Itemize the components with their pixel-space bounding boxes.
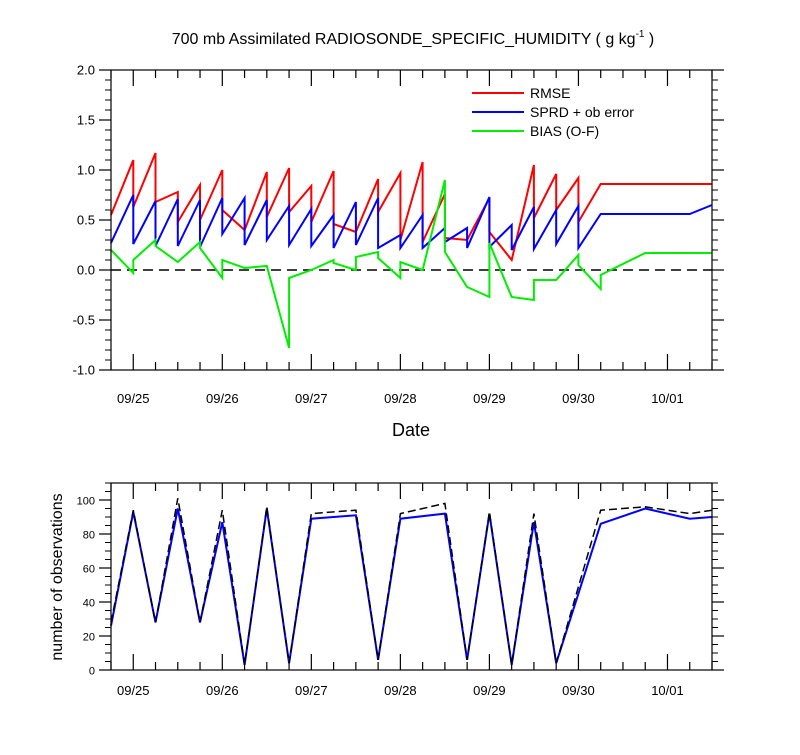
- y-tick-label: -1.0: [73, 363, 95, 378]
- x-tick-label: 09/27: [295, 683, 328, 698]
- legend-label: RMSE: [530, 85, 570, 101]
- y-tick-label: -0.5: [73, 313, 95, 328]
- y-axis-label-observations: number of observations: [49, 493, 66, 660]
- x-tick-label: 10/01: [651, 683, 684, 698]
- x-tick-label: 09/29: [473, 391, 506, 406]
- top-y-tick-labels: 2.0 1.5 1.0 0.5 0.0 -0.5 -1.0: [73, 63, 95, 378]
- x-tick-label: 09/26: [206, 391, 239, 406]
- x-tick-label: 10/01: [651, 391, 684, 406]
- y-tick-label: 40: [83, 598, 95, 610]
- legend: RMSE SPRD + ob error BIAS (O-F): [472, 85, 634, 139]
- top-series-group: [110, 152, 713, 349]
- bottom-y-tick-labels: 100 80 60 40 20 0: [77, 496, 95, 678]
- x-tick-label: 09/28: [384, 683, 417, 698]
- bottom-plot-frame: [110, 482, 713, 671]
- x-tick-label: 09/25: [117, 391, 150, 406]
- x-axis-label: Date: [392, 420, 430, 440]
- y-tick-label: 80: [83, 530, 95, 542]
- bottom-x-tick-labels: 09/25 09/26 09/27 09/28 09/29 09/30 10/01: [117, 683, 684, 698]
- y-tick-label: 0.5: [77, 213, 95, 228]
- chart-title: 700 mb Assimilated RADIOSONDE_SPECIFIC_H…: [172, 29, 655, 48]
- legend-label: BIAS (O-F): [530, 123, 599, 139]
- bottom-axis-ticks: [99, 482, 724, 671]
- series-line-bias-o-f-: [110, 179, 712, 349]
- top-x-tick-labels: 09/25 09/26 09/27 09/28 09/29 09/30 10/01: [117, 391, 684, 406]
- y-tick-label: 100: [77, 496, 95, 508]
- x-tick-label: 09/26: [206, 683, 239, 698]
- y-tick-label: 2.0: [77, 63, 95, 78]
- bottom-series-group: [110, 498, 713, 666]
- x-tick-label: 09/25: [117, 683, 150, 698]
- top-plot-frame: [110, 69, 713, 371]
- top-axis-ticks: [99, 69, 724, 371]
- series-line-assimilated: [110, 507, 713, 666]
- y-tick-label: 0.0: [77, 263, 95, 278]
- top-panel: 2.01.51.00.50.0-0.5-1.0 09/25 09/26 09/27 0…: [73, 63, 724, 440]
- x-tick-label: 09/27: [295, 391, 328, 406]
- series-line-possible: [110, 498, 713, 666]
- y-tick-label: 20: [83, 632, 95, 644]
- legend-label: SPRD + ob error: [530, 104, 634, 120]
- x-tick-label: 09/28: [384, 391, 417, 406]
- x-tick-label: 09/30: [562, 683, 595, 698]
- y-tick-label: 60: [83, 564, 95, 576]
- y-tick-label: 1.5: [77, 113, 95, 128]
- y-tick-label: 1.0: [77, 163, 95, 178]
- series-line-rmse: [110, 152, 712, 263]
- x-tick-label: 09/29: [473, 683, 506, 698]
- y-tick-label: 0: [89, 666, 95, 678]
- x-tick-label: 09/30: [562, 391, 595, 406]
- series-line-sprd-ob-error: [110, 194, 713, 253]
